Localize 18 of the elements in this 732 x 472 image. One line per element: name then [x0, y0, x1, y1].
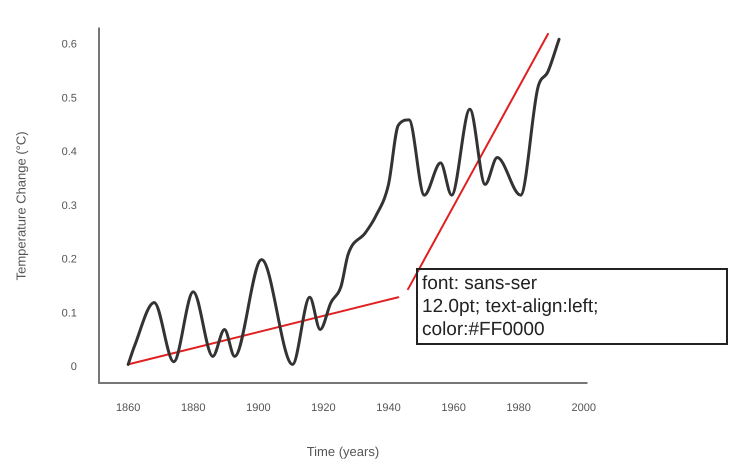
y-tick-label: 0.6 — [62, 38, 77, 51]
y-tick-label: 0.2 — [62, 254, 77, 266]
x-tick-label: 1980 — [506, 402, 531, 414]
y-tick-label: 0 — [70, 361, 77, 374]
x-axis-title: Time (years) — [306, 444, 380, 459]
x-tick-label: 1940 — [376, 402, 401, 414]
y-tick-label: 0.3 — [62, 200, 77, 212]
x-tick-label: 1920 — [311, 402, 336, 414]
x-tick-label: 1960 — [441, 402, 466, 414]
y-axis-title: Temperature Change (°C) — [13, 131, 28, 280]
x-tick-label: 1900 — [246, 402, 271, 414]
y-tick-label: 0.5 — [62, 92, 77, 104]
y-tick-label: 0.4 — [62, 146, 77, 158]
x-tick-label: 2000 — [572, 402, 596, 414]
x-tick-label: 1880 — [181, 402, 206, 414]
annotation: font: sans-ser 12.0pt; text-align:left; color:#FF0000 — [416, 268, 728, 345]
y-tick-label: 0.1 — [62, 307, 77, 320]
x-tick-label: 1860 — [116, 402, 140, 414]
